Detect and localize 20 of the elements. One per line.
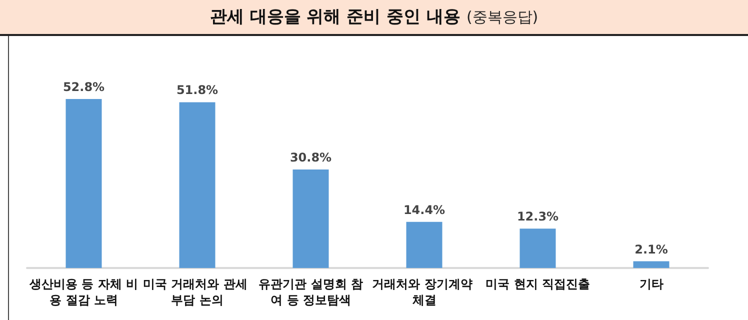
x-tick-label: 미국 현지 직접진출: [486, 277, 590, 291]
x-tick-label: 생산비용 등 자체 비용 절감 노력: [28, 277, 138, 307]
bar: [406, 222, 442, 268]
chart-subtitle: (중복응답): [466, 8, 538, 26]
x-tick-label: 미국 거래처와 관세 부담 논의: [142, 277, 252, 307]
data-label: 14.4%: [403, 202, 446, 217]
data-label: 52.8%: [62, 80, 105, 94]
x-tick-label: 거래처와 장기계약 체결: [372, 277, 476, 307]
bar: [633, 261, 670, 268]
data-label: 12.3%: [516, 210, 559, 224]
x-tick-label: 유관기관 설명회 참여 등 정보탐색: [258, 277, 363, 307]
x-tick-label: 기타: [639, 277, 664, 291]
data-label: 51.8%: [176, 83, 218, 98]
data-label: 30.8%: [290, 150, 332, 164]
chart-title: 관세 대응을 위해 준비 중인 내용: [210, 7, 460, 27]
bar: [292, 169, 329, 268]
bar: [520, 228, 556, 268]
bar: [66, 99, 102, 268]
bar: [179, 102, 216, 268]
data-label: 2.1%: [634, 242, 668, 256]
